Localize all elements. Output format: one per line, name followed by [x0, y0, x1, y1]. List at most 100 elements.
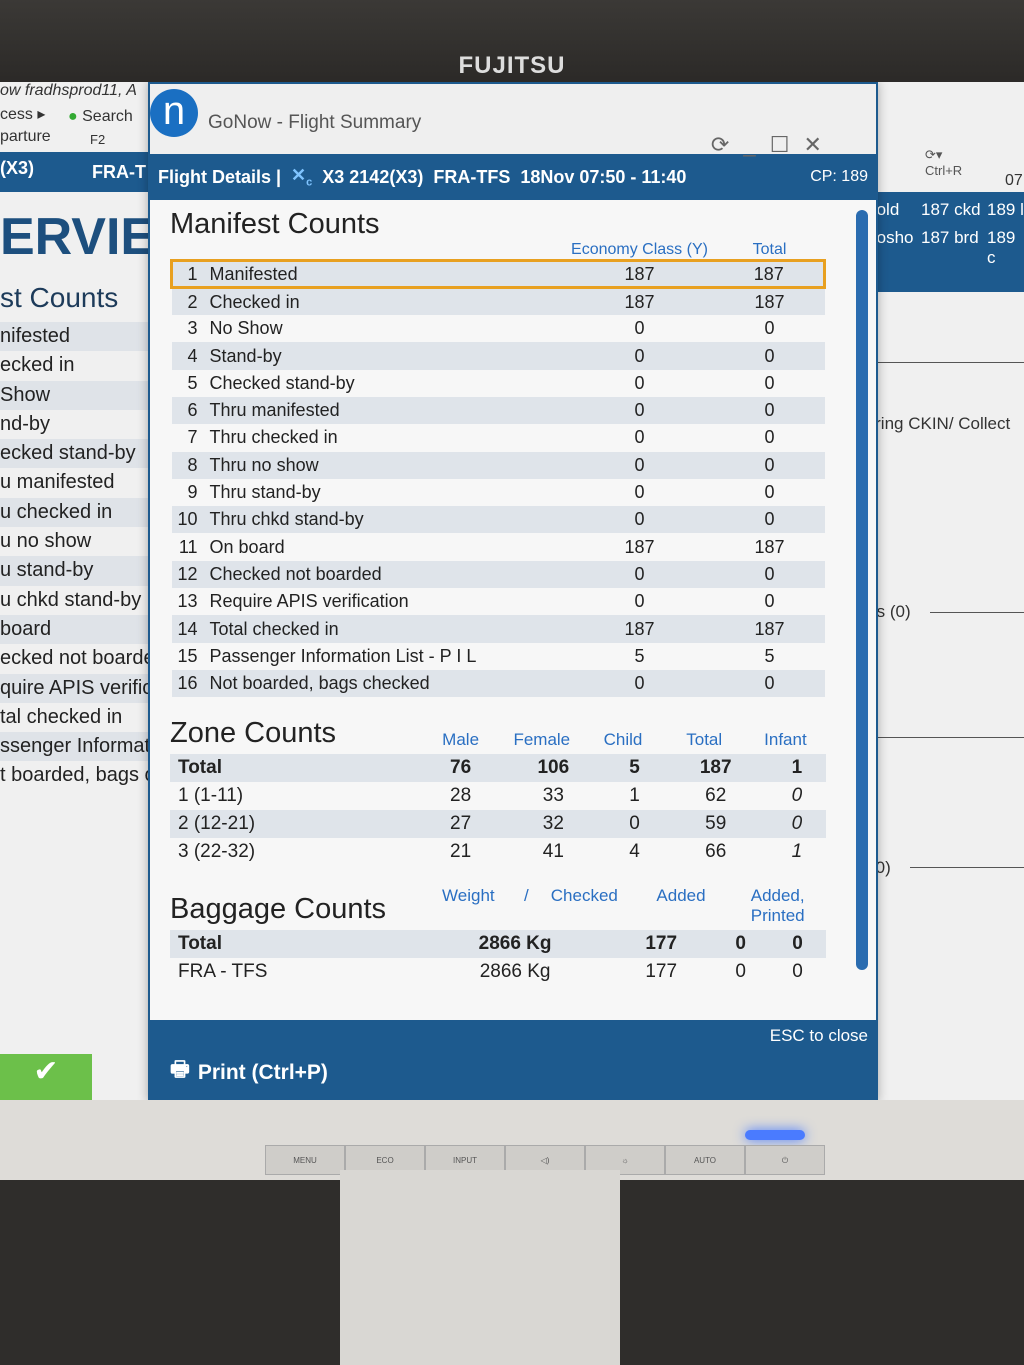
manifest-row[interactable]: 12 Checked not boarded 0 0: [171, 560, 825, 589]
total-value: 0: [714, 669, 825, 698]
row-label: Thru chkd stand-by: [203, 506, 565, 534]
total-value: 187: [714, 287, 825, 316]
baggage-column-header: /: [523, 886, 529, 906]
total-value: 0: [714, 451, 825, 479]
total-value: 0: [714, 342, 825, 370]
dialog-content: Manifest Counts Economy Class (Y) Total 1…: [150, 200, 876, 1040]
background-list-item: u no show: [0, 530, 92, 553]
confirm-check-button[interactable]: ✔: [0, 1054, 92, 1100]
total-value: 187: [754, 536, 785, 557]
manifest-row[interactable]: 1 Manifested 187 187: [169, 258, 826, 290]
shortcut-label: F2: [90, 132, 106, 147]
manifest-row[interactable]: 13 Require APIS verification 0 0: [172, 588, 825, 615]
zone-value: 1: [629, 785, 640, 807]
manifest-row[interactable]: 15 Passenger Information List - P I L 5 5: [172, 643, 825, 670]
baggage-table: Total 2866 Kg 177 0 0 FRA - TFS 2866 Kg 177 0 0: [170, 930, 826, 986]
row-label: Manifested: [203, 258, 565, 290]
monitor-button[interactable]: MENU: [265, 1145, 345, 1175]
manifest-row[interactable]: 6 Thru manifested 0 0: [171, 396, 825, 425]
zone-value: 5: [605, 754, 664, 783]
column-total: Total: [752, 241, 787, 258]
baggage-column-header: Weight: [442, 886, 495, 906]
economy-value: 0: [634, 372, 645, 393]
manifest-row[interactable]: 2 Checked in 187 187: [171, 287, 825, 316]
search-button[interactable]: ● Search: [68, 108, 133, 126]
baggage-row: FRA - TFS 2866 Kg 177 0 0: [170, 958, 826, 986]
zone-label: 3 (22-32): [178, 841, 256, 863]
zone-value: 41: [542, 841, 564, 863]
zone-value: 76: [420, 754, 502, 783]
economy-value: 0: [564, 451, 715, 479]
manifest-row[interactable]: 4 Stand-by 0 0: [171, 342, 825, 370]
manifest-row[interactable]: 5 Checked stand-by 0 0: [172, 370, 825, 397]
zone-value: 32: [501, 810, 606, 839]
dialog-footer: ESC to close 🖶 Print (Ctrl+P): [150, 1020, 876, 1100]
carrier-label: (X3): [0, 158, 35, 178]
total-value: 0: [764, 318, 775, 339]
zone-value: 27: [420, 810, 502, 839]
total-value: 187: [714, 258, 826, 290]
zone-value: 187: [663, 754, 768, 783]
economy-value: 187: [564, 287, 715, 316]
screen: ow fradhsprod11, A cess ▸ ● Search partu…: [0, 82, 1024, 1112]
route-label: FRA-T: [92, 162, 146, 182]
baggage-row: Total 2866 Kg 177 0 0: [170, 930, 826, 959]
zone-value: 66: [705, 841, 727, 863]
manifest-row[interactable]: 3 No Show 0 0: [172, 315, 825, 342]
monitor-button[interactable]: ⏻: [745, 1145, 825, 1175]
zone-counts-header: Zone Counts Male Female Child Total Infant: [170, 717, 826, 750]
background-list-item: ssenger Informat: [0, 732, 160, 762]
row-number: 2: [171, 287, 204, 316]
window-controls[interactable]: ⟳ _ ☐ ✕: [710, 132, 826, 157]
manifest-row[interactable]: 10 Thru chkd stand-by 0 0: [171, 506, 825, 534]
zone-value: 106: [501, 754, 606, 783]
zone-value: 28: [450, 785, 472, 807]
manifest-row[interactable]: 14 Total checked in 187 187: [171, 615, 825, 643]
scrollbar[interactable]: [856, 210, 868, 970]
monitor-stand: [340, 1170, 620, 1365]
zone-value: 4: [629, 841, 640, 863]
check-icon: ✔: [33, 1055, 59, 1088]
zone-value: 0: [767, 810, 826, 839]
manifest-row[interactable]: 9 Thru stand-by 0 0: [172, 479, 825, 506]
stat-checked: 187 ckd: [921, 200, 981, 219]
manifest-row[interactable]: 7 Thru checked in 0 0: [172, 424, 825, 451]
status-dot-icon: ●: [68, 108, 78, 125]
zone-row: 1 (1-11) 28 33 1 62 0: [170, 782, 826, 810]
refresh-icon: ⟳▾: [925, 147, 943, 162]
airline-logo-icon: ✕c: [291, 165, 313, 189]
monitor-bezel: [0, 0, 1024, 90]
baggage-value: 0: [769, 930, 826, 959]
zone-value: 0: [791, 785, 803, 807]
total-value: 187: [714, 615, 825, 643]
baggage-column-header: Checked: [550, 886, 618, 906]
manifest-counts-title: Manifest Counts: [170, 208, 380, 240]
access-menu[interactable]: cess ▸: [0, 106, 46, 123]
zone-value: 59: [663, 810, 768, 839]
total-value: 0: [764, 427, 775, 448]
economy-value: 0: [564, 669, 715, 698]
background-list-item: quire APIS verific: [0, 673, 160, 703]
zone-value: 1: [791, 841, 803, 863]
print-button[interactable]: 🖶 Print (Ctrl+P): [170, 1055, 328, 1090]
row-number: 12: [171, 560, 204, 589]
manifest-row[interactable]: 11 On board 187 187: [172, 533, 825, 560]
baggage-value: 177: [610, 930, 713, 959]
esc-to-close-hint[interactable]: ESC to close: [769, 1026, 868, 1045]
flight-details-bar: Flight Details | ✕c X3 2142(X3) FRA-TFS …: [150, 154, 876, 200]
flight-datetime: 18Nov 07:50 - 11:40: [520, 166, 687, 187]
monitor-button[interactable]: AUTO: [665, 1145, 745, 1175]
row-label: On board: [209, 536, 285, 557]
baggage-value: 177: [645, 961, 678, 983]
manifest-row[interactable]: 16 Not boarded, bags checked 0 0: [171, 669, 825, 698]
baggage-value: 0: [735, 961, 746, 983]
row-number: 3: [187, 318, 198, 339]
power-led: [745, 1130, 805, 1140]
refresh-ctrl-r-button[interactable]: ⟳▾ Ctrl+R: [925, 147, 962, 178]
row-label: Thru checked in: [209, 427, 338, 448]
manifest-row[interactable]: 8 Thru no show 0 0: [171, 451, 825, 479]
zone-row: 3 (22-32) 21 41 4 66 1: [170, 838, 826, 866]
row-label: Require APIS verification: [209, 591, 409, 612]
zone-row: Total 76 106 5 187 1: [170, 754, 826, 783]
stat-capacity: 189 c: [987, 228, 1016, 267]
